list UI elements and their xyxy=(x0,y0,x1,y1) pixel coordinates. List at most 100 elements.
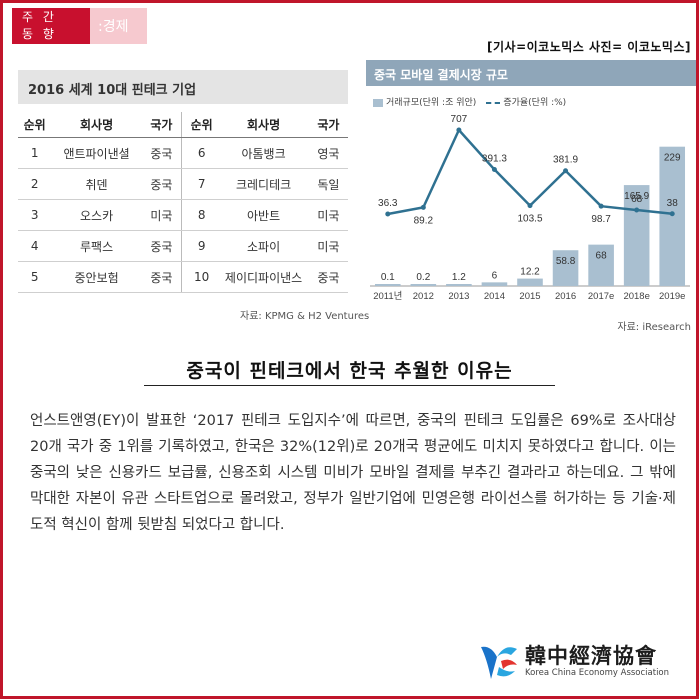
header-rank: 순위 xyxy=(190,118,213,132)
kcea-logo-icon xyxy=(481,646,517,679)
country-cell: 미국 xyxy=(317,208,340,223)
mobile-payment-chart: 0.1 2011년 0.2 2012 1.2 2013 6 2014 12.2 2015 58.8 2… xyxy=(370,114,690,302)
headline-underline xyxy=(144,385,555,386)
table-row: 2 취덴 중국 7 크레디테크 독일 xyxy=(18,169,348,200)
growth-rate-label: 391.3 xyxy=(482,154,507,165)
legend-line-swatch xyxy=(486,101,501,104)
chart-title: 중국 모바일 결제시장 규모 xyxy=(366,60,696,86)
table-title: 2016 세계 10대 핀테크 기업 xyxy=(18,70,348,104)
company-cell: 아톰뱅크 xyxy=(241,146,286,161)
legend-line-label: 증가율(단위 :%) xyxy=(503,98,567,108)
country-cell: 독일 xyxy=(317,177,340,192)
badge-category: :경제 xyxy=(90,8,147,44)
growth-rate-point xyxy=(598,203,604,209)
country-cell: 미국 xyxy=(317,239,340,254)
chart-bar xyxy=(588,244,614,286)
section-badge: 주 간 동 향 :경제 xyxy=(12,8,147,44)
chart-bar xyxy=(481,282,508,286)
growth-rate-point xyxy=(420,204,426,210)
table-row: 3 오스카 미국 8 아반트 미국 xyxy=(18,200,348,231)
company-cell: 오스카 xyxy=(80,208,114,223)
country-cell: 중국 xyxy=(317,270,340,285)
x-tick-label: 2013 xyxy=(448,291,469,302)
growth-rate-point xyxy=(385,211,391,217)
chart-legend: 거래규모(단위 :조 위안) 증가율(단위 :%) xyxy=(373,95,566,108)
growth-rate-point xyxy=(669,211,675,217)
header-rank: 순위 xyxy=(23,118,46,132)
bar-value-label: 12.2 xyxy=(520,267,540,278)
association-logo: 韓中經濟協會 Korea China Economy Association xyxy=(477,639,669,683)
column-divider xyxy=(181,200,185,230)
chart-bar xyxy=(517,278,543,286)
bar-value-label: 229 xyxy=(664,153,681,164)
logo-text: 韓中經濟協會 Korea China Economy Association xyxy=(525,644,669,678)
growth-rate-label: 98.7 xyxy=(591,214,611,225)
rank-cell: 3 xyxy=(30,208,39,222)
rank-cell: 7 xyxy=(197,177,206,191)
chart-bar xyxy=(552,250,579,286)
country-cell: 중국 xyxy=(150,270,173,285)
company-cell: 아반트 xyxy=(246,208,281,223)
company-cell: 취덴 xyxy=(85,177,108,192)
x-tick-label: 2015 xyxy=(519,291,540,302)
header-country: 국가 xyxy=(150,118,173,132)
bar-value-label: 68 xyxy=(596,251,608,262)
x-tick-label: 2019e xyxy=(659,291,685,302)
chart-bar xyxy=(374,284,401,286)
fintech-ranking-table: 순위 회사명 국가 순위 회사명 국가 1 앤트파이낸셜 중국 6 아톰뱅크 영… xyxy=(18,112,348,293)
header-country: 국가 xyxy=(317,118,340,132)
rank-cell: 8 xyxy=(197,208,206,222)
country-cell: 중국 xyxy=(150,239,173,254)
article-body: 언스트앤영(EY)이 발표한 ‘2017 핀테크 도입지수’에 따르면, 중국의… xyxy=(30,413,676,533)
bar-value-label: 0.2 xyxy=(416,272,430,283)
growth-rate-label: 707 xyxy=(451,114,468,125)
country-cell: 중국 xyxy=(150,146,173,161)
legend-bar-label: 거래규모(단위 :조 위안) xyxy=(386,98,477,108)
rank-cell: 6 xyxy=(197,146,206,160)
legend-bar-item: 거래규모(단위 :조 위안) xyxy=(373,95,476,108)
rank-cell: 4 xyxy=(30,239,39,253)
logo-name-cn: 韓中經濟協會 xyxy=(525,644,657,668)
bar-value-label: 0.1 xyxy=(381,272,395,283)
growth-rate-label: 103.5 xyxy=(517,214,542,225)
company-cell: 제이디파이낸스 xyxy=(224,270,303,285)
bar-value-label: 6 xyxy=(492,270,498,281)
legend-line-item: 증가율(단위 :%) xyxy=(486,95,566,108)
company-cell: 앤트파이낸셜 xyxy=(63,146,130,161)
column-divider xyxy=(181,138,185,168)
table-source: 자료: KPMG & H2 Ventures xyxy=(240,311,370,322)
country-cell: 영국 xyxy=(317,146,340,161)
chart-bar xyxy=(410,284,437,286)
x-tick-label: 2011년 xyxy=(373,291,402,302)
column-divider xyxy=(181,169,185,199)
column-divider xyxy=(181,231,185,261)
header-company: 회사명 xyxy=(246,118,281,132)
table-row: 1 앤트파이낸셜 중국 6 아톰뱅크 영국 xyxy=(18,138,348,169)
badge-line2: 동 향 xyxy=(22,27,57,41)
chart-bar xyxy=(659,146,686,286)
x-tick-label: 2017e xyxy=(588,291,614,302)
rank-cell: 1 xyxy=(30,146,39,160)
growth-rate-point xyxy=(634,207,640,213)
x-tick-label: 2014 xyxy=(484,291,505,302)
rank-cell: 5 xyxy=(30,270,39,284)
logo-name-en: Korea China Economy Association xyxy=(525,668,670,678)
rank-cell: 10 xyxy=(194,270,210,284)
article-headline: 중국이 핀테크에서 한국 추월한 이유는 xyxy=(186,360,513,382)
company-cell: 소파이 xyxy=(246,239,281,254)
country-cell: 미국 xyxy=(150,208,173,223)
x-tick-label: 2016 xyxy=(555,291,576,302)
table-row: 4 루팩스 중국 9 소파이 미국 xyxy=(18,231,348,262)
growth-rate-label: 68 xyxy=(631,194,643,205)
bar-value-label: 1.2 xyxy=(452,272,466,283)
growth-rate-point xyxy=(527,203,533,209)
column-divider xyxy=(181,112,185,137)
growth-rate-label: 38 xyxy=(667,198,679,209)
company-cell: 크레디테크 xyxy=(235,177,292,192)
growth-rate-point xyxy=(563,168,569,174)
table-row: 5 중안보험 중국 10 제이디파이낸스 중국 xyxy=(18,262,348,293)
chart-source: 자료: iResearch xyxy=(617,322,691,333)
header-company: 회사명 xyxy=(80,118,114,132)
column-divider xyxy=(181,262,185,292)
